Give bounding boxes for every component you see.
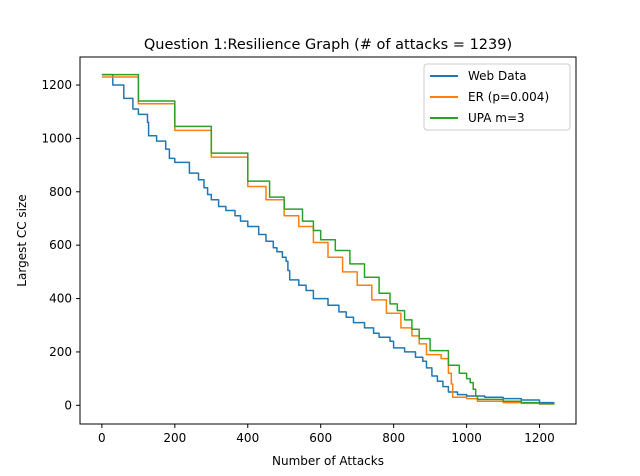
x-tick-label: 1200	[524, 431, 555, 445]
series-line-2	[101, 73, 555, 405]
y-tick-label: 0	[64, 398, 72, 412]
y-tick-label: 800	[49, 185, 72, 199]
x-tick-label: 0	[98, 431, 106, 445]
x-tick-label: 1000	[451, 431, 482, 445]
y-tick-label: 600	[49, 238, 72, 252]
y-tick-label: 1000	[41, 131, 72, 145]
y-tick-label: 1200	[41, 78, 72, 92]
x-axis-title: Number of Attacks	[272, 454, 384, 468]
chart-title: Question 1:Resilience Graph (# of attack…	[144, 37, 512, 53]
series-line-0	[101, 73, 555, 405]
x-tick-label: 600	[309, 431, 332, 445]
y-tick-label: 200	[49, 345, 72, 359]
y-axis-ticks: 0 200 400 600 800 1000 1200	[41, 78, 80, 412]
x-axis-ticks: 0 200 400 600 800 1000 1200	[98, 424, 555, 445]
x-tick-label: 800	[382, 431, 405, 445]
legend: Web Data ER (p=0.004) UPA m=3	[423, 63, 571, 131]
legend-label-er: ER (p=0.004)	[468, 90, 549, 104]
legend-box	[423, 63, 571, 131]
plot-frame	[79, 56, 577, 425]
plot-lines	[101, 73, 555, 405]
legend-label-web-data: Web Data	[468, 69, 527, 83]
legend-label-upa: UPA m=3	[468, 111, 525, 125]
y-axis-title: Largest CC size	[15, 194, 29, 286]
x-tick-label: 400	[236, 431, 259, 445]
y-tick-label: 400	[49, 292, 72, 306]
x-tick-label: 200	[163, 431, 186, 445]
